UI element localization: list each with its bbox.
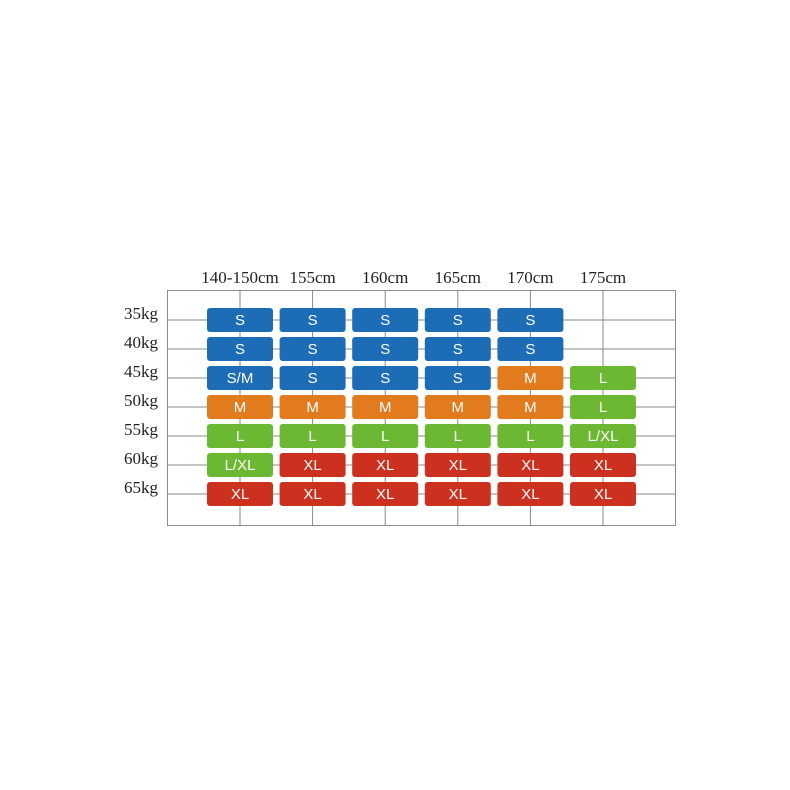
- size-label: XL: [231, 486, 249, 503]
- size-badge: [424, 395, 491, 419]
- size-label: XL: [303, 486, 321, 503]
- size-badge: [424, 308, 491, 332]
- size-label: L: [526, 428, 534, 445]
- size-badge: [570, 395, 636, 419]
- size-label: XL: [594, 486, 612, 503]
- size-label: L: [599, 370, 607, 387]
- row-header: 60kg: [124, 449, 159, 468]
- size-badge: [352, 395, 419, 419]
- size-badge: [497, 366, 564, 390]
- size-label: L: [454, 428, 462, 445]
- size-label: XL: [594, 457, 612, 474]
- size-badge: [497, 424, 564, 448]
- size-badge: [207, 424, 273, 448]
- size-badge: [424, 337, 491, 361]
- size-label: S: [380, 370, 390, 387]
- size-badge: [570, 482, 636, 506]
- size-badge: [570, 424, 636, 448]
- size-badge: [570, 366, 636, 390]
- row-header: 55kg: [124, 420, 159, 439]
- size-label: M: [524, 399, 537, 416]
- size-label: M: [306, 399, 319, 416]
- size-label: S: [380, 312, 390, 329]
- size-label: S: [380, 341, 390, 358]
- size-badge: [424, 453, 491, 477]
- size-badge: [497, 395, 564, 419]
- column-header: 175cm: [580, 268, 626, 287]
- size-badge: [207, 308, 273, 332]
- size-badge: [279, 308, 346, 332]
- size-badge: [570, 453, 636, 477]
- row-header: 40kg: [124, 333, 159, 352]
- size-label: L/XL: [588, 428, 619, 445]
- size-label: M: [379, 399, 392, 416]
- size-label: XL: [521, 486, 539, 503]
- size-label: XL: [521, 457, 539, 474]
- row-header: 35kg: [124, 304, 159, 323]
- size-badge: [279, 366, 346, 390]
- row-header: 65kg: [124, 478, 159, 497]
- size-badge: [424, 366, 491, 390]
- size-badge: [352, 308, 419, 332]
- size-badge: [207, 453, 273, 477]
- size-badge: [279, 395, 346, 419]
- size-label: XL: [449, 457, 467, 474]
- size-badge: [279, 337, 346, 361]
- size-badge: [497, 482, 564, 506]
- size-label: XL: [303, 457, 321, 474]
- size-badge: [352, 366, 419, 390]
- size-label: S/M: [227, 370, 254, 387]
- size-label: L: [236, 428, 244, 445]
- size-label: XL: [376, 457, 394, 474]
- table-border: [167, 290, 676, 526]
- size-badge: [207, 337, 273, 361]
- size-badge: [279, 453, 346, 477]
- size-label: S: [453, 370, 463, 387]
- size-label: XL: [449, 486, 467, 503]
- size-badge: [352, 424, 419, 448]
- size-label: L: [599, 399, 607, 416]
- size-label: S: [453, 341, 463, 358]
- size-badge: [497, 337, 564, 361]
- size-badge: [352, 453, 419, 477]
- size-label: M: [234, 399, 247, 416]
- size-badge: [424, 424, 491, 448]
- column-header: 165cm: [435, 268, 481, 287]
- size-badge: [207, 482, 273, 506]
- size-label: L: [381, 428, 389, 445]
- size-badge: [279, 482, 346, 506]
- column-header: 160cm: [362, 268, 408, 287]
- size-label: S: [308, 312, 318, 329]
- size-label: S: [235, 312, 245, 329]
- size-badge: [352, 337, 419, 361]
- size-label: XL: [376, 486, 394, 503]
- size-label: S: [308, 341, 318, 358]
- size-label: L: [308, 428, 316, 445]
- row-header: 45kg: [124, 362, 159, 381]
- size-badge: [497, 308, 564, 332]
- size-badge: [279, 424, 346, 448]
- column-header: 170cm: [507, 268, 553, 287]
- column-header: 155cm: [289, 268, 335, 287]
- size-badge: [352, 482, 419, 506]
- size-label: S: [525, 341, 535, 358]
- size-badge: [424, 482, 491, 506]
- size-label: S: [308, 370, 318, 387]
- size-label: S: [525, 312, 535, 329]
- size-badge: [497, 453, 564, 477]
- size-badge: [207, 395, 273, 419]
- size-label: L/XL: [225, 457, 256, 474]
- size-label: S: [235, 341, 245, 358]
- size-badge: [207, 366, 273, 390]
- size-label: S: [453, 312, 463, 329]
- column-header: 140-150cm: [201, 268, 278, 287]
- size-label: M: [452, 399, 465, 416]
- size-label: M: [524, 370, 537, 387]
- row-header: 50kg: [124, 391, 159, 410]
